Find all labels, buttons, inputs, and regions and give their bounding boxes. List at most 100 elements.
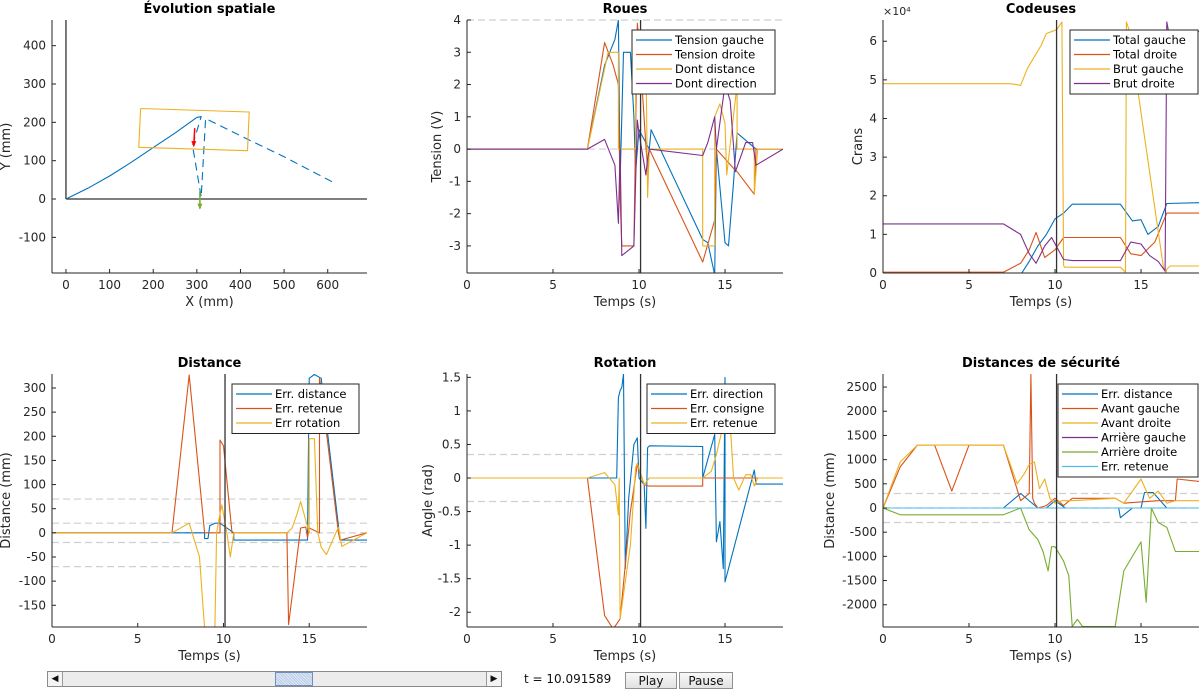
- legend-label: Arrière gauche: [1101, 431, 1186, 445]
- x-tick-label: 5: [549, 632, 557, 646]
- y-tick-label: 2: [453, 78, 461, 92]
- x-axis-label: Temps (s): [593, 295, 656, 310]
- series-group: [883, 21, 1199, 273]
- series-group: [467, 20, 783, 273]
- x-tick-label: 5: [549, 278, 557, 292]
- chart-title: Codeuses: [1006, 2, 1076, 17]
- x-tick-label: 0: [463, 632, 471, 646]
- scroll-thumb[interactable]: [274, 672, 313, 686]
- chart-roues: Roues 0 5 10 15 -3 -2 -1 0 1 2 3 4 Temps (s) Tension (…: [430, 2, 783, 310]
- chart-title: Évolution spatiale: [144, 1, 276, 17]
- chart-distance: Distance 0 5 10 15 -150 -100 -50 0 50 100 150 200 250…: [0, 356, 367, 664]
- y-tick-label: 0: [869, 266, 877, 280]
- y-axis-label: Crans: [851, 128, 866, 166]
- y-tick-label: 4: [453, 13, 461, 27]
- series-total-droite: [883, 212, 1199, 273]
- play-button[interactable]: Play: [625, 672, 677, 689]
- series-err-rotation: [52, 438, 367, 627]
- y-tick-label: -0.5: [438, 505, 461, 519]
- x-tick-label: 15: [717, 632, 732, 646]
- x-tick-label: 5: [965, 632, 973, 646]
- y-exponent-label: ×10⁴: [883, 5, 911, 18]
- y-tick-label: 0: [453, 142, 461, 156]
- x-tick-label: 0: [463, 278, 471, 292]
- x-axis-label: Temps (s): [593, 649, 656, 664]
- time-scrollbar[interactable]: ◀ ▶: [47, 671, 502, 687]
- legend-label: Err. distance: [1101, 387, 1173, 401]
- time-slider[interactable]: ◀ ▶: [47, 671, 510, 688]
- legend-label: Dont direction: [675, 77, 757, 91]
- legend-label: Arrière droite: [1101, 445, 1177, 459]
- x-tick-label: 200: [142, 278, 165, 292]
- series-cible-arrowhead: [197, 203, 203, 210]
- time-readout: t = 10.091589: [524, 672, 612, 686]
- y-tick-label: -100: [19, 574, 46, 588]
- x-tick-label: 100: [98, 278, 121, 292]
- x-axis-label: X (mm): [185, 295, 234, 310]
- legend-label: Err. retenue: [275, 402, 343, 416]
- legend-label: Total droite: [1112, 48, 1177, 62]
- legend-label: Total gauche: [1112, 33, 1186, 47]
- y-tick-label: 1: [453, 110, 461, 124]
- legend-label: Err. consigne: [690, 402, 764, 416]
- y-tick-label: 1.5: [442, 370, 461, 384]
- y-tick-label: 3: [869, 150, 877, 164]
- y-tick-label: 1000: [846, 453, 877, 467]
- series-arri-re-droite: [883, 507, 1199, 627]
- chart-title: Rotation: [594, 356, 657, 371]
- y-tick-label: 200: [23, 429, 46, 443]
- scroll-left-arrow-icon[interactable]: ◀: [48, 672, 63, 686]
- y-tick-label: 250: [23, 405, 46, 419]
- x-tick-label: 15: [717, 278, 732, 292]
- y-tick-label: 100: [23, 478, 46, 492]
- y-tick-label: -2: [449, 605, 461, 619]
- x-tick-label: 400: [229, 278, 252, 292]
- scroll-right-arrow-icon[interactable]: ▶: [486, 672, 501, 686]
- y-tick-label: -50: [26, 550, 46, 564]
- y-tick-label: -1000: [842, 549, 877, 563]
- series-dont-direction: [467, 83, 783, 257]
- y-tick-label: 4: [869, 111, 877, 125]
- y-axis-label: Distance (mm): [0, 452, 14, 548]
- series-group: [883, 374, 1199, 627]
- legend-label: Err. direction: [690, 387, 763, 401]
- pause-button[interactable]: Pause: [679, 672, 733, 689]
- y-tick-label: -1: [449, 538, 461, 552]
- legend-box: [1057, 383, 1199, 478]
- x-tick-label: 10: [1047, 278, 1062, 292]
- y-tick-label: -1.5: [438, 572, 461, 586]
- x-tick-label: 5: [965, 278, 973, 292]
- y-tick-label: 2500: [846, 380, 877, 394]
- y-tick-label: 0: [38, 192, 46, 206]
- series-avant-droite: [883, 444, 1199, 509]
- x-axis-label: Temps (s): [1009, 295, 1072, 310]
- series-total-gauche: [883, 202, 1199, 273]
- y-axis-label: Y (mm): [0, 123, 14, 172]
- x-tick-label: 5: [134, 632, 142, 646]
- series-consigne: [191, 116, 335, 198]
- legend-label: Tension gauche: [674, 33, 764, 47]
- series-group: [65, 107, 335, 210]
- chart-securite: Distances de sécurité 0 5 10 15 -2000 -1500 -10…: [823, 356, 1199, 664]
- y-tick-label: -500: [850, 525, 877, 539]
- x-tick-label: 0: [879, 278, 887, 292]
- x-tick-label: 15: [302, 632, 317, 646]
- x-tick-label: 10: [631, 632, 646, 646]
- y-tick-label: 1500: [846, 428, 877, 442]
- legend-label: Dont distance: [675, 62, 755, 76]
- y-tick-label: -2000: [842, 598, 877, 612]
- chart-codeuses: Codeuses 0 5 10 15 0 1 2 3 4 5 6 Temps (s) Crans ×10⁴ T…: [851, 2, 1199, 310]
- y-tick-label: 200: [23, 115, 46, 129]
- x-tick-label: 15: [1133, 632, 1148, 646]
- legend-label: Brut droite: [1113, 77, 1175, 91]
- legend-label: Err. distance: [275, 387, 347, 401]
- y-tick-label: 2: [869, 189, 877, 203]
- y-tick-label: 100: [23, 154, 46, 168]
- x-tick-label: 500: [273, 278, 296, 292]
- legend-label: Tension droite: [674, 48, 755, 62]
- series-avant-gauche: [883, 374, 1199, 509]
- x-tick-label: 15: [1133, 278, 1148, 292]
